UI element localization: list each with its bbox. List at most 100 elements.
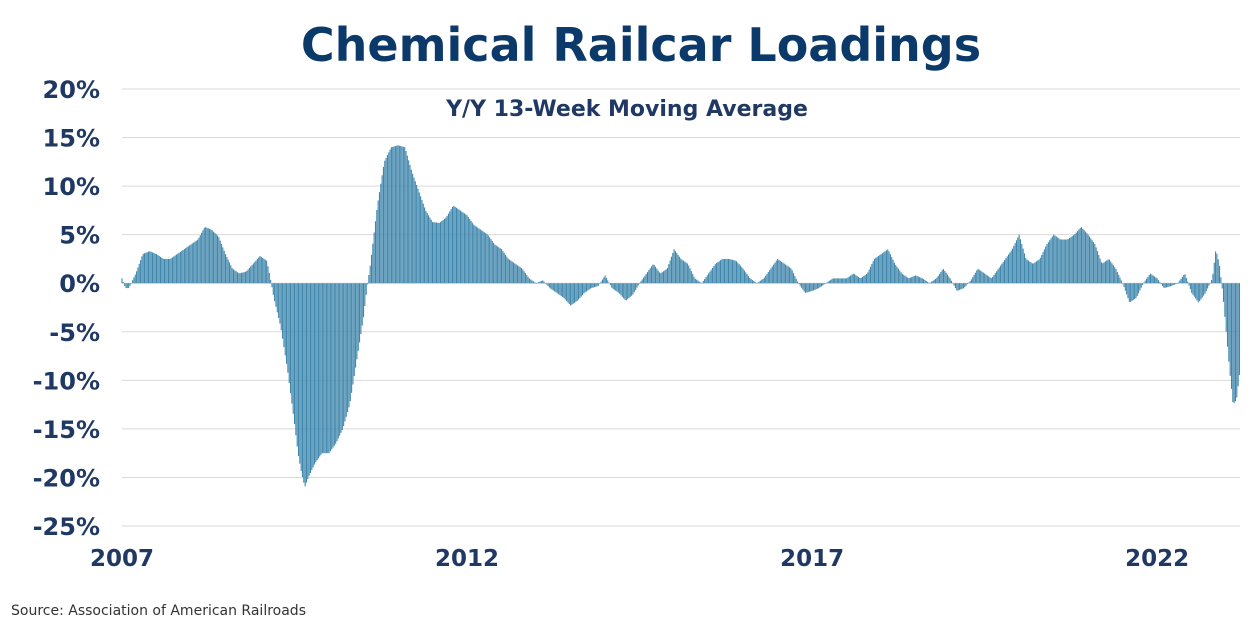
bar bbox=[609, 283, 611, 286]
bar bbox=[802, 283, 804, 290]
bar bbox=[511, 261, 513, 284]
bar bbox=[372, 243, 374, 284]
bar bbox=[583, 283, 585, 294]
bar bbox=[911, 277, 913, 284]
bar bbox=[701, 282, 703, 284]
bar bbox=[304, 283, 306, 487]
bar bbox=[1212, 273, 1214, 284]
bar bbox=[686, 263, 688, 284]
bar bbox=[166, 258, 168, 284]
y-tick-label: -25% bbox=[33, 513, 100, 541]
bar bbox=[243, 272, 245, 284]
bar bbox=[593, 283, 596, 288]
bar bbox=[904, 275, 906, 284]
bar bbox=[203, 227, 205, 284]
bar bbox=[493, 242, 495, 284]
bar bbox=[919, 277, 921, 284]
bar bbox=[773, 264, 775, 284]
bar bbox=[936, 277, 938, 284]
bar bbox=[1029, 261, 1031, 284]
bar bbox=[1055, 236, 1057, 284]
bar bbox=[650, 266, 653, 284]
bar bbox=[889, 254, 891, 284]
bar bbox=[401, 146, 403, 284]
bar bbox=[206, 227, 208, 284]
bar bbox=[771, 266, 773, 284]
bar bbox=[1148, 275, 1150, 284]
bar bbox=[921, 278, 923, 284]
bar bbox=[1146, 278, 1148, 284]
bar bbox=[767, 272, 769, 284]
bar bbox=[482, 231, 484, 284]
bar bbox=[336, 283, 338, 442]
bar bbox=[499, 248, 501, 284]
bar bbox=[520, 268, 523, 284]
bar bbox=[643, 277, 645, 284]
bar bbox=[761, 279, 763, 284]
bar bbox=[657, 270, 659, 284]
chart-title: Chemical Railcar Loadings bbox=[300, 18, 982, 72]
bar bbox=[1013, 245, 1015, 284]
bar bbox=[702, 280, 704, 284]
bar bbox=[487, 235, 489, 284]
bar bbox=[625, 283, 627, 301]
bar bbox=[1226, 283, 1229, 347]
bar bbox=[786, 265, 788, 284]
x-tick-label: 2017 bbox=[780, 546, 844, 572]
bar bbox=[1173, 283, 1175, 285]
bar bbox=[1031, 263, 1033, 284]
bar bbox=[753, 280, 755, 284]
bar bbox=[495, 245, 497, 284]
bar bbox=[566, 283, 568, 302]
bar bbox=[1199, 283, 1201, 302]
bar bbox=[962, 283, 964, 289]
bar bbox=[381, 175, 383, 284]
bar bbox=[530, 279, 532, 284]
bar bbox=[635, 283, 637, 290]
bar bbox=[693, 276, 695, 284]
bar bbox=[457, 208, 459, 284]
bar bbox=[1059, 239, 1061, 284]
bar bbox=[628, 283, 630, 299]
bar bbox=[617, 283, 619, 293]
bar bbox=[929, 282, 931, 284]
bar bbox=[236, 272, 239, 284]
bar bbox=[1100, 262, 1102, 284]
bar bbox=[231, 268, 233, 284]
bar bbox=[903, 274, 905, 284]
bar bbox=[704, 279, 706, 284]
x-tick-label: 2012 bbox=[435, 546, 499, 572]
bar bbox=[973, 274, 975, 284]
bar bbox=[1217, 259, 1219, 284]
bar bbox=[214, 232, 216, 284]
bar bbox=[409, 165, 411, 284]
bar bbox=[875, 257, 877, 284]
bar bbox=[416, 184, 418, 284]
bar bbox=[968, 282, 970, 284]
bar bbox=[544, 283, 546, 284]
bar bbox=[944, 270, 946, 284]
bar bbox=[997, 269, 999, 284]
bar bbox=[750, 279, 752, 284]
bar bbox=[270, 279, 272, 284]
bar bbox=[235, 271, 237, 284]
bar bbox=[632, 283, 634, 295]
bar bbox=[483, 232, 485, 284]
bar bbox=[301, 283, 304, 478]
bar bbox=[718, 261, 720, 284]
bar bbox=[579, 283, 581, 299]
bar bbox=[447, 213, 450, 284]
bar bbox=[827, 281, 829, 284]
bar bbox=[254, 262, 256, 284]
bar bbox=[1124, 283, 1126, 291]
bar bbox=[935, 278, 937, 284]
bar bbox=[660, 273, 662, 284]
bar bbox=[812, 283, 814, 291]
bar bbox=[335, 283, 337, 444]
bar bbox=[1062, 239, 1064, 284]
bar bbox=[454, 206, 456, 284]
bar bbox=[292, 283, 294, 414]
bar bbox=[831, 278, 833, 284]
bar bbox=[611, 283, 613, 288]
